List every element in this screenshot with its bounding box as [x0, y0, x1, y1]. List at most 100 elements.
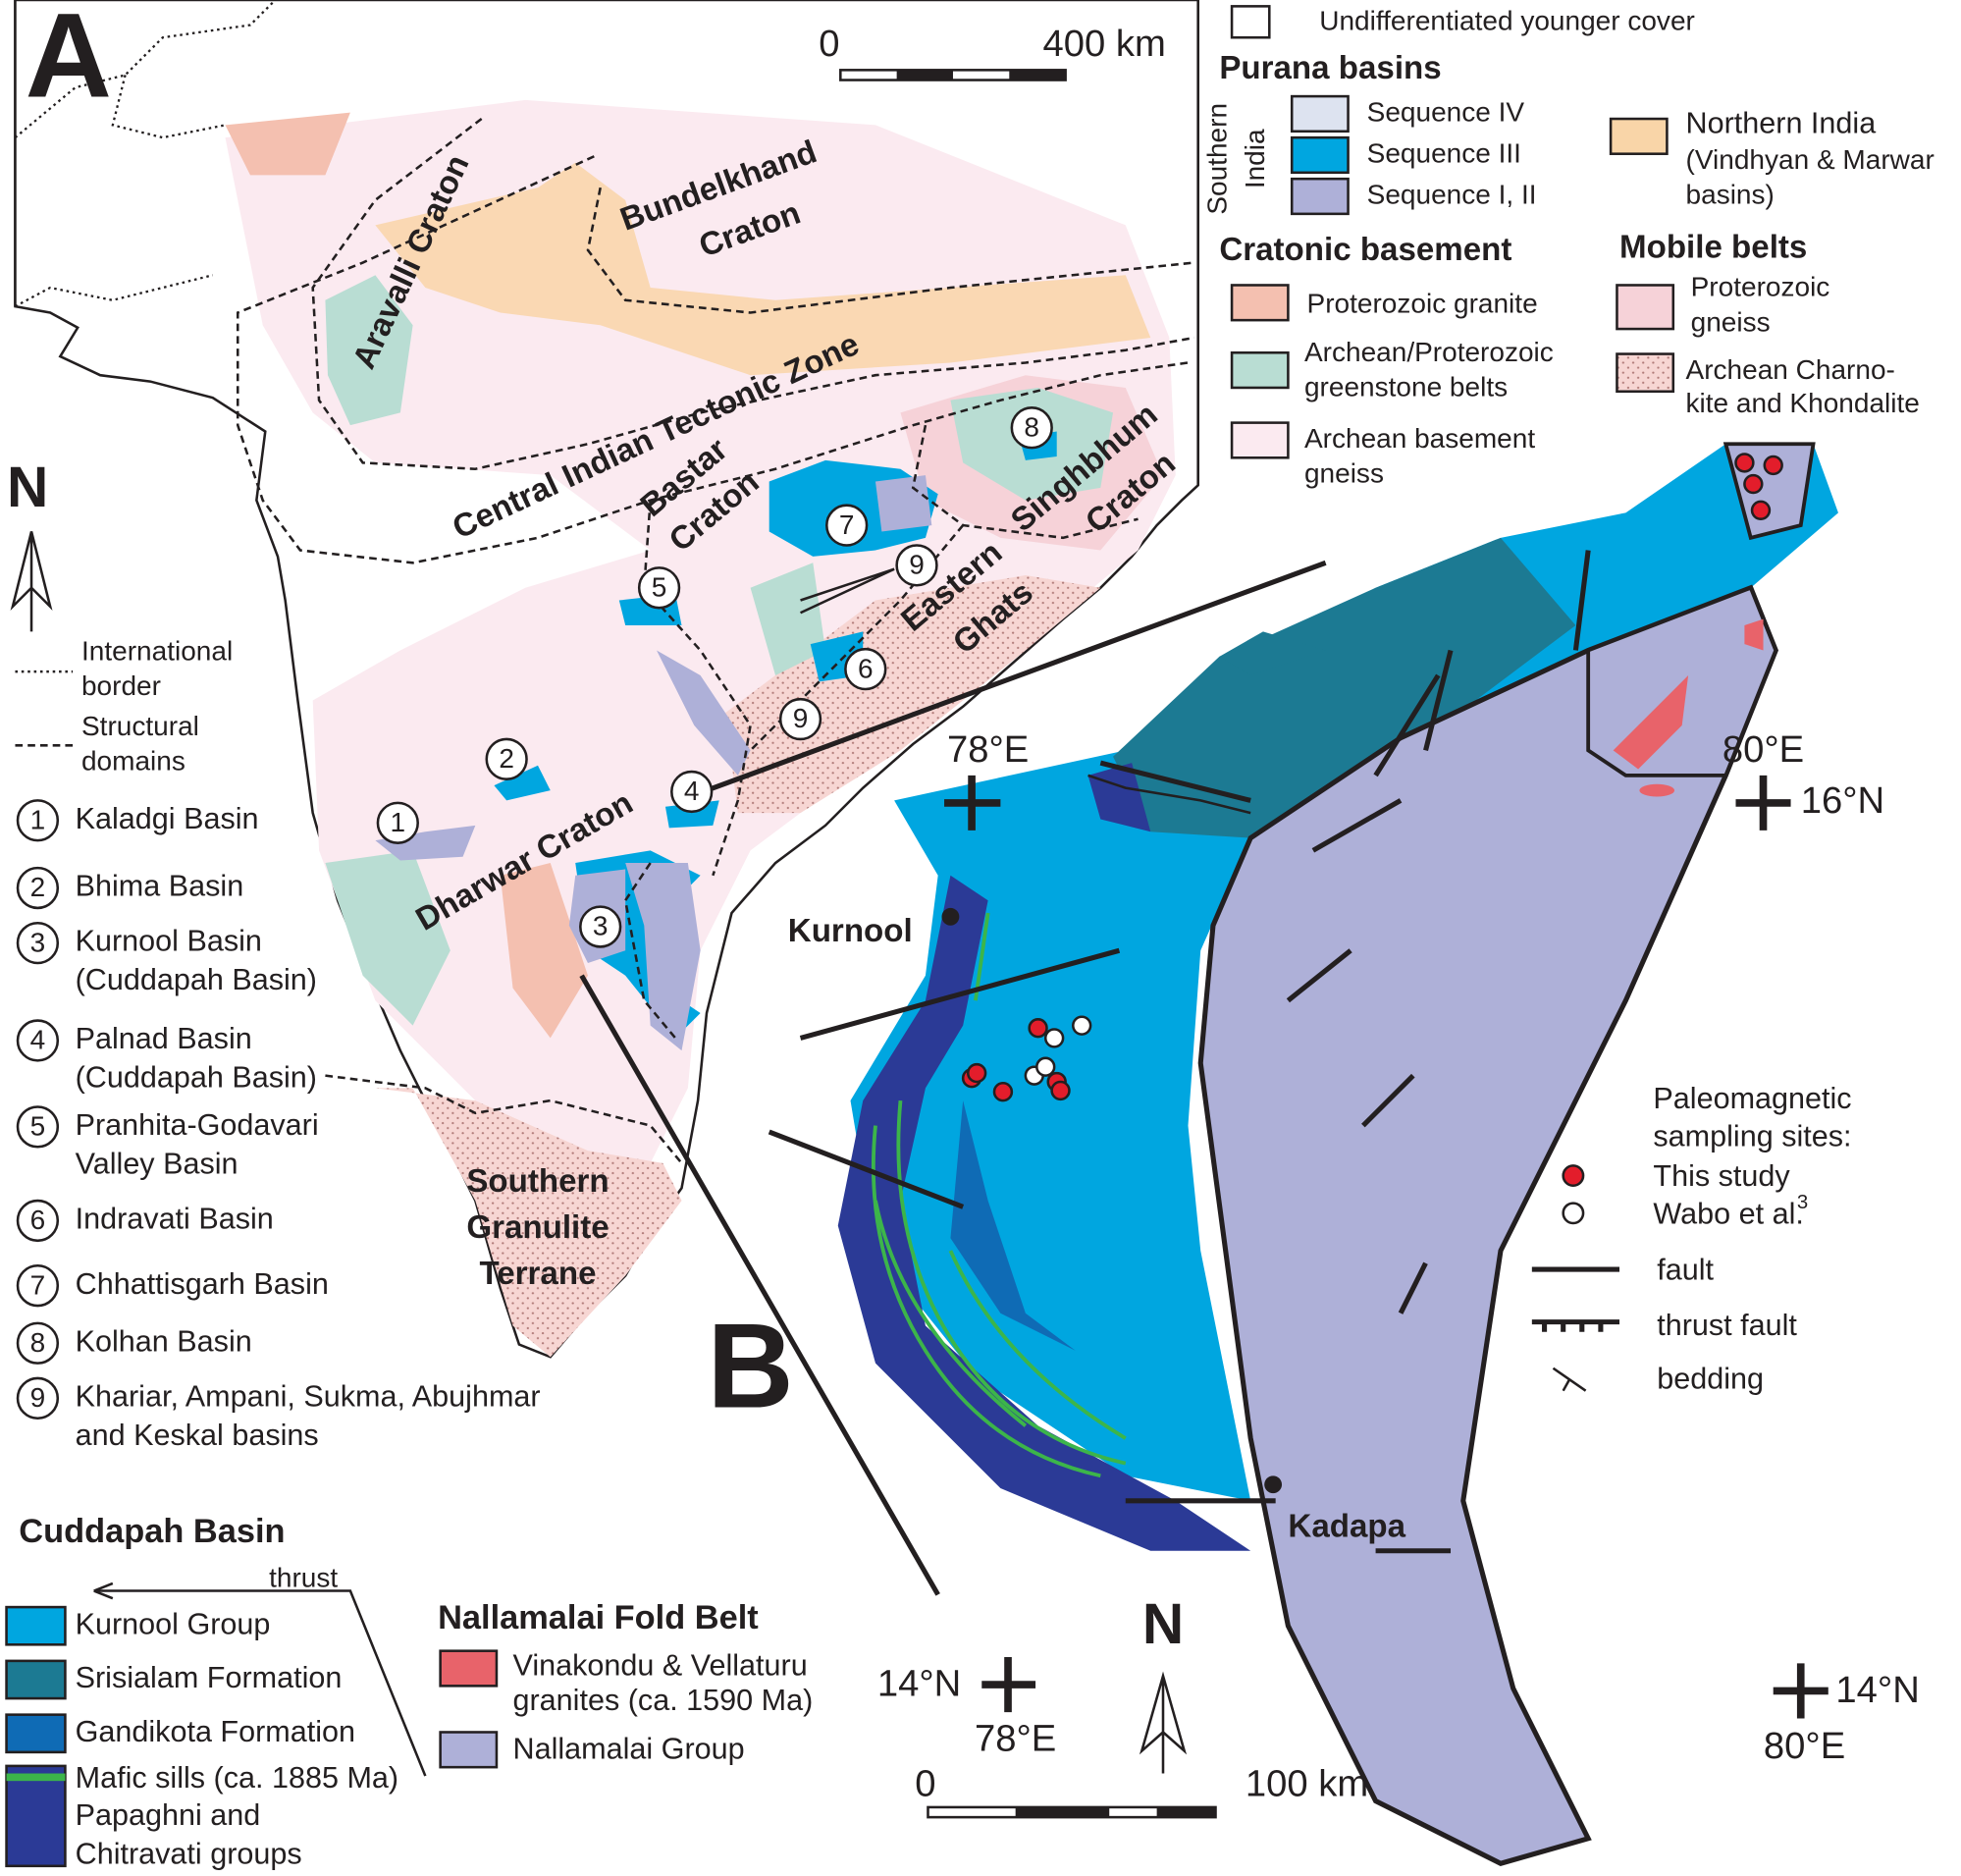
site-this-study-shape	[1050, 1080, 1071, 1101]
legend-label: gneiss	[1691, 306, 1771, 337]
legend-a-swatches-shape	[1290, 177, 1350, 216]
site-this-study-shape	[1743, 473, 1764, 495]
panel-label: B	[707, 1299, 793, 1433]
basin-marker	[16, 1321, 60, 1365]
basin-marker	[637, 566, 681, 610]
legend-label: Sequence IV	[1367, 96, 1525, 127]
basin-marker-number: 2	[30, 872, 46, 902]
site-this-study-shape	[966, 1062, 987, 1084]
inset-connector	[579, 560, 1327, 1596]
legend-b-swatches-shape	[93, 1589, 427, 1777]
basin-name: Khariar, Ampani, Sukma, Abujhmar	[76, 1379, 541, 1413]
site-this-study-shape	[992, 1082, 1014, 1102]
legend-a-swatches-shape	[1230, 350, 1290, 390]
scale-label: 0	[819, 23, 839, 65]
legend-label: Paleomagnetic	[1653, 1082, 1851, 1115]
town-label: Kadapa	[1288, 1509, 1405, 1545]
site-this-study	[961, 453, 1783, 1102]
legend-b-swatches-shape	[439, 1731, 499, 1769]
panel-b-map-shape	[1744, 618, 1764, 651]
basin-marker	[485, 737, 528, 780]
panel-a-map-shape-shape	[749, 524, 965, 752]
legend-label: kite and Khondalite	[1686, 388, 1920, 418]
legend-label: gneiss	[1304, 458, 1384, 489]
graticule-label: 14°N	[1835, 1669, 1919, 1711]
panel-b-map-shape-shape	[768, 1129, 965, 1209]
basin-name: Bhima Basin	[76, 870, 244, 903]
legend-label: Vinakondu & Vellaturu	[513, 1648, 808, 1682]
region-label: Terrane	[479, 1256, 596, 1292]
panel-a-map-shape-shape	[325, 1074, 683, 1164]
panel-b-map-shape	[950, 1100, 1076, 1351]
panel-a-map-shape	[375, 825, 476, 861]
basin-name: and Keskal basins	[76, 1419, 319, 1452]
basin-marker	[16, 1376, 60, 1420]
basin-marker	[16, 866, 60, 910]
legend-b-swatches-shape	[439, 1649, 499, 1688]
basin-name: Valley Basin	[76, 1147, 238, 1180]
panel-b-map	[768, 442, 1838, 1866]
graticule-label: 80°E	[1722, 728, 1804, 771]
panel-b-map-shape-shape	[974, 912, 990, 1001]
basin-marker-number: 4	[684, 776, 700, 806]
scale-bar-b	[927, 1805, 1217, 1819]
panel-a-map-shape	[375, 162, 1151, 376]
legend-b-swatches-shape	[5, 1713, 67, 1754]
legend-label: Archean basement	[1304, 423, 1535, 454]
graticule-label: 78°E	[975, 1718, 1056, 1760]
north-arrow-b	[1139, 1671, 1188, 1774]
basin-marker-number: 2	[499, 743, 514, 774]
line-legend-label: Structural	[81, 711, 199, 741]
site-wabo-shape	[1035, 1056, 1056, 1077]
legend-label: bedding	[1657, 1363, 1764, 1396]
legend-label: Sequence I, II	[1367, 179, 1537, 209]
legend-b-symbols	[1531, 1164, 1620, 1392]
panel-a-map-shape-shape	[111, 75, 226, 139]
panel-a-map-shape	[325, 275, 413, 426]
legend-label: Archean Charno-	[1686, 354, 1895, 385]
legend-heading: Purana basins	[1219, 50, 1441, 86]
basin-name: Kaladgi Basin	[76, 802, 259, 835]
legend-heading: Cuddapah Basin	[19, 1513, 285, 1550]
panel-a-map-shape	[750, 563, 826, 675]
legend-label: Undifferentiated younger cover	[1319, 5, 1695, 35]
panel-b-map-shape-shape	[1249, 736, 1402, 839]
legend-a-swatches-shape	[1290, 94, 1350, 134]
basin-name: Pranhita-Godavari	[76, 1108, 319, 1142]
panel-b-map-shape-shape	[948, 1250, 1127, 1440]
basin-marker	[16, 799, 60, 842]
basin-marker	[778, 697, 822, 741]
legend-a-swatches-shape	[1616, 284, 1675, 331]
basin-marker	[825, 504, 869, 547]
basin-name: (Cuddapah Basin)	[76, 963, 317, 996]
basin-marker-number: 1	[30, 804, 46, 834]
legend-b-swatches-shape	[6, 1773, 66, 1782]
reference-superscript: 3	[1797, 1192, 1808, 1213]
legend-label: Proterozoic	[1691, 272, 1830, 302]
legend-label: India	[1240, 129, 1270, 188]
panel-b-map-shape-shape	[1423, 649, 1454, 752]
legend-b-symbols-shape	[1562, 1202, 1585, 1225]
panel-b-map-shape-shape	[799, 947, 1121, 1041]
legend-b-swatches-shape	[5, 1764, 67, 1868]
panel-a-map-shape-shape	[311, 118, 1195, 471]
basin-marker-number: 8	[30, 1327, 46, 1358]
basin-marker	[16, 1019, 60, 1062]
legend-b-symbols-shape	[1552, 1367, 1587, 1392]
legend-label: Sequence III	[1367, 137, 1521, 168]
scale-bar-a-shape	[896, 70, 953, 80]
graticule-label: 80°E	[1764, 1725, 1845, 1767]
basin-marker-number: 3	[593, 911, 609, 941]
basin-marker-number: 9	[909, 550, 925, 580]
site-this-study-shape	[1750, 500, 1772, 520]
panel-a-map-shape	[14, 0, 277, 308]
legend-b-swatches-shape	[93, 1581, 114, 1600]
basin-marker	[895, 544, 938, 587]
panel-b-map-shape-shape	[1311, 798, 1403, 853]
graticule-cross-shape	[1773, 1663, 1828, 1719]
panel-b-map-shape	[837, 875, 1251, 1551]
panel-a-map-shape	[236, 118, 1195, 1164]
panel-b-map-shape	[850, 444, 1838, 1501]
basin-marker-number: 6	[30, 1205, 46, 1235]
